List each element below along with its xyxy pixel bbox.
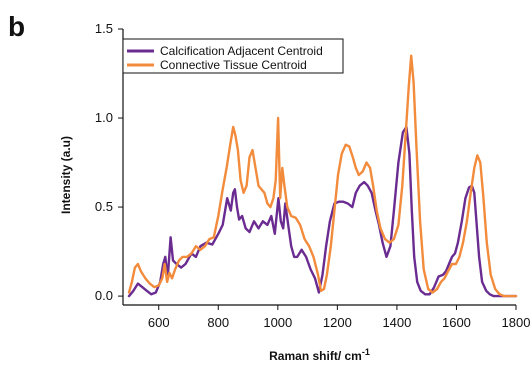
x-axis-title: Raman shift/ cm-1 [269, 347, 370, 363]
panel-label: b [8, 11, 25, 42]
x-axis-title-main: Raman shift/ cm [269, 349, 362, 363]
legend-label-connective: Connective Tissue Centroid [160, 58, 307, 72]
x-tick-label: 1200 [323, 315, 352, 330]
y-tick-label: 0.5 [95, 199, 113, 214]
y-axis-title: Intensity (a.u) [59, 136, 73, 214]
plot-area: 0.0 0.5 1.0 1.5 600 800 1000 1200 1400 1600 1800 [95, 21, 531, 330]
y-tick-label: 0.0 [95, 288, 113, 303]
y-tick-label: 1.0 [95, 110, 113, 125]
calcification-series-line [127, 125, 518, 298]
x-tick-label: 1000 [263, 315, 292, 330]
legend-label-calcification: Calcification Adjacent Centroid [160, 44, 323, 58]
x-tick-label: 1400 [382, 315, 411, 330]
x-tick-label: 1800 [502, 315, 531, 330]
x-tick-label: 800 [207, 315, 229, 330]
legend-box [122, 38, 344, 74]
y-tick-label: 1.5 [95, 21, 113, 36]
legend: Calcification Adjacent CentroidConnectiv… [122, 38, 344, 74]
series-lines [127, 54, 518, 298]
connective-series-line [127, 54, 518, 298]
x-tick-label: 1600 [442, 315, 471, 330]
x-tick-label: 600 [148, 315, 170, 330]
x-axis-title-superscript: -1 [362, 347, 370, 357]
